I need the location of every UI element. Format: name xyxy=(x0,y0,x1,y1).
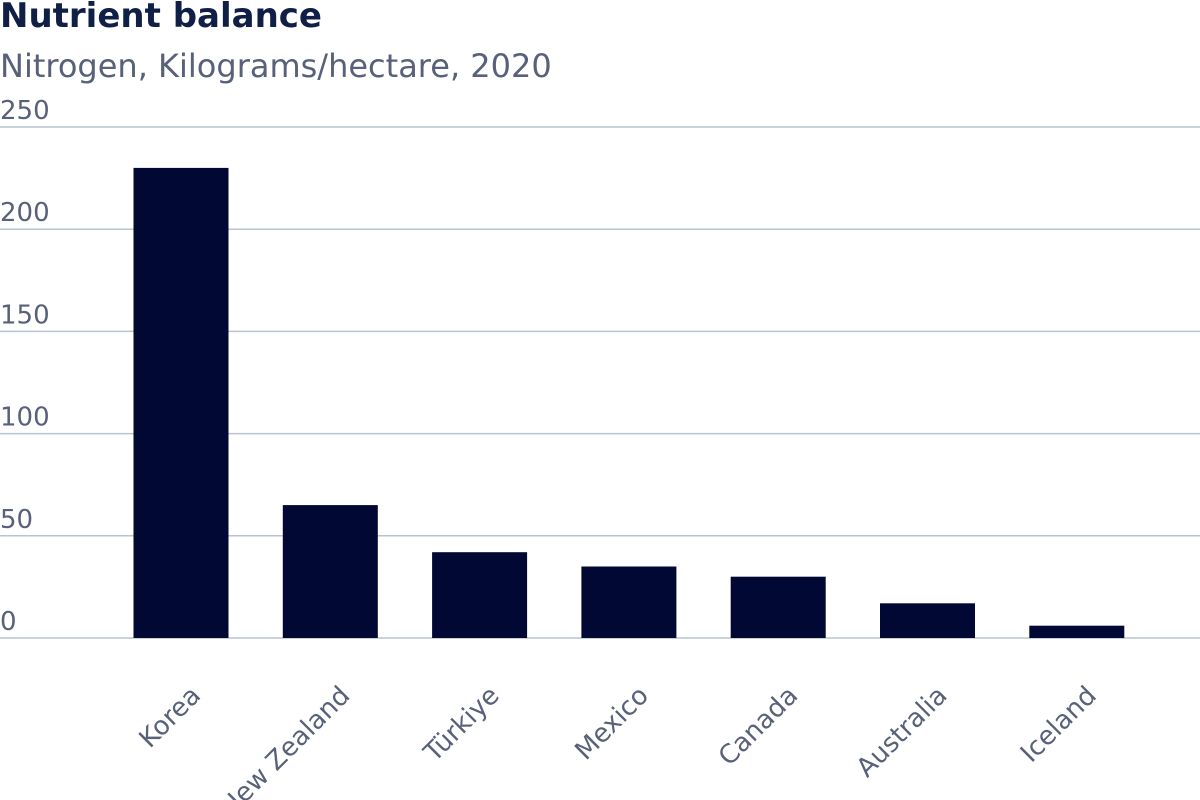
y-tick-label: 200 xyxy=(0,198,50,228)
chart-title: Nutrient balance xyxy=(0,0,322,36)
x-tick-label: Iceland xyxy=(1015,681,1103,769)
y-tick-label: 50 xyxy=(0,505,33,535)
bar xyxy=(432,552,528,638)
bars xyxy=(133,167,1125,638)
x-tick-label: Mexico xyxy=(569,681,654,766)
bar xyxy=(880,603,975,638)
x-tick-label: New Zealand xyxy=(214,681,356,800)
bar xyxy=(133,167,229,638)
y-tick-label: 150 xyxy=(0,300,50,330)
x-tick-label: Korea xyxy=(134,681,207,754)
chart-subtitle: Nitrogen, Kilograms/hectare, 2020 xyxy=(0,47,552,85)
y-axis-ticks: 0 50 100 150 200 250 xyxy=(0,96,50,637)
y-tick-label: 100 xyxy=(0,403,50,433)
bar xyxy=(730,576,826,638)
y-tick-label: 0 xyxy=(0,607,17,637)
x-tick-label: Australia xyxy=(851,681,954,784)
x-axis-ticks: Korea New Zealand Türkiye Mexico Canada Austr… xyxy=(134,681,1103,800)
bar xyxy=(1029,625,1125,638)
x-tick-label: Türkiye xyxy=(418,681,506,769)
y-tick-label: 250 xyxy=(0,96,50,126)
bar xyxy=(581,566,677,638)
bar xyxy=(282,505,378,638)
x-tick-label: Canada xyxy=(713,681,804,772)
